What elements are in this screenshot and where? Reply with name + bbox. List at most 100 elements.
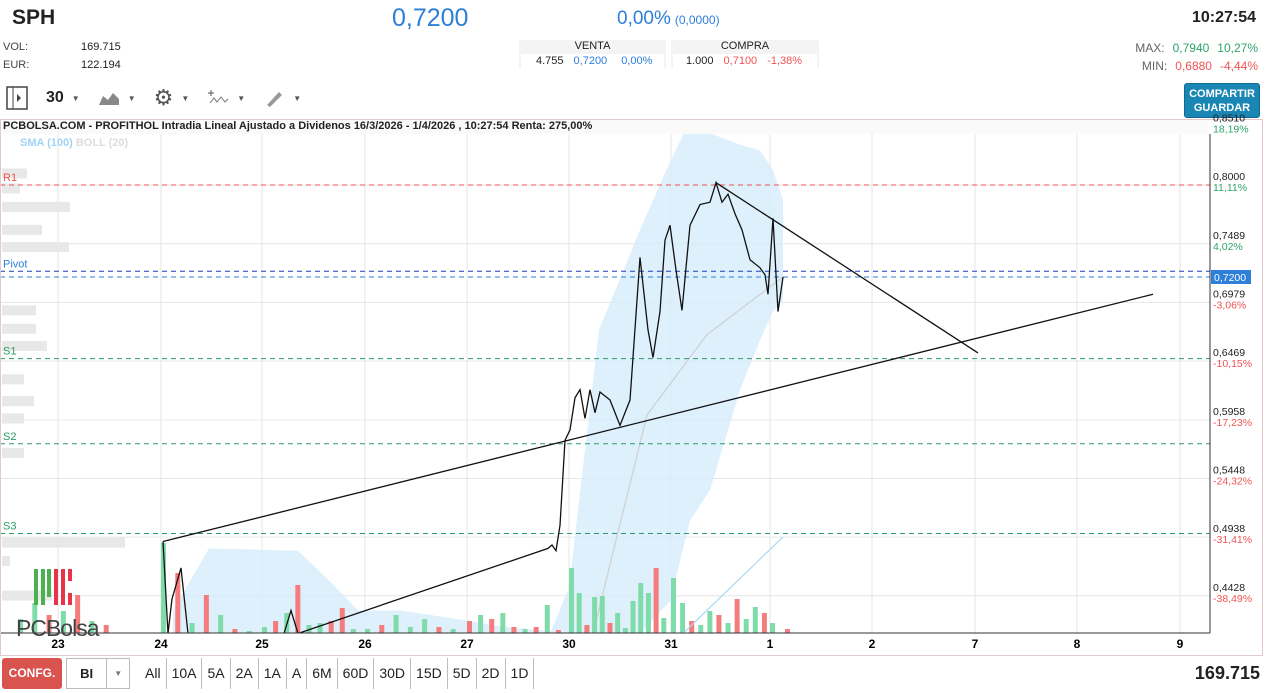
panel-toggle-icon [6, 86, 28, 110]
range-button-1d[interactable]: 1D [506, 658, 535, 689]
y-tick-pct: -3,06% [1213, 299, 1246, 311]
volume-profile-bar [2, 590, 52, 601]
chart-title: PCBOLSA.COM - PROFITHOL Intradia Lineal … [3, 120, 1208, 134]
config-button[interactable]: CONFG. [2, 658, 62, 689]
volume-bar [350, 629, 356, 633]
volume-bar [218, 615, 224, 633]
volume-bar [592, 597, 598, 633]
volume-bar [522, 629, 528, 633]
volume-bar [698, 625, 704, 633]
chart-frame [0, 119, 1263, 656]
interval-select[interactable]: 30 ▼ [46, 89, 80, 107]
max-pct: 10,27% [1217, 41, 1258, 55]
volume-profile-bar [2, 201, 70, 212]
range-button-10a[interactable]: 10A [167, 658, 203, 689]
trendline-1 [162, 293, 1154, 543]
change-abs: (0,0000) [674, 13, 720, 27]
volume-profile-bar [2, 447, 24, 458]
eur-stat: EUR: 122.194 [3, 59, 123, 71]
volume-bar [189, 623, 195, 633]
volume-profile-bar [2, 183, 20, 194]
volume-bar [752, 607, 758, 633]
sma-line [592, 276, 784, 633]
y-tick-label: 0,8510 [1213, 112, 1245, 124]
x-tick-label: 30 [562, 637, 576, 651]
volume-bar [555, 630, 561, 633]
range-button-2a[interactable]: 2A [231, 658, 259, 689]
area-chart-icon [98, 93, 119, 105]
buy-price: 0,7100 [723, 55, 758, 67]
legend-boll[interactable]: BOLL (20) [75, 137, 129, 149]
share-label: COMPARTIR [1189, 88, 1255, 100]
range-button-15d[interactable]: 15D [411, 658, 448, 689]
settings-select[interactable]: ⚙ ▼ [154, 85, 190, 111]
range-button-6m[interactable]: 6M [307, 658, 338, 689]
range-button-all[interactable]: All [140, 658, 167, 689]
range-button-1a[interactable]: 1A [259, 658, 287, 689]
volume-bar [436, 627, 442, 633]
pivot-label-s2: S2 [3, 431, 16, 443]
volume-bar [379, 625, 385, 633]
volume-bar [328, 621, 334, 633]
volume-bar [467, 621, 472, 633]
volume-bar [638, 583, 644, 633]
sell-qty: 4.755 [536, 55, 564, 67]
chevron-down-icon: ▼ [237, 93, 246, 103]
range-button-a[interactable]: A [287, 658, 308, 689]
volume-profile-bar [2, 537, 125, 548]
min-stat: MIN: 0,6880 -4,44% [1134, 59, 1258, 73]
volume-profile-bar [2, 396, 34, 407]
volume-bar [584, 625, 590, 633]
range-button-60d[interactable]: 60D [338, 658, 375, 689]
volume-bar [317, 623, 323, 633]
mode-select[interactable]: BI ▼ [66, 658, 130, 689]
range-button-30d[interactable]: 30D [374, 658, 412, 689]
interval-value: 30 [46, 89, 64, 106]
volume-bar [734, 599, 740, 633]
pivot-label-s3: S3 [3, 520, 16, 532]
volume-bar [478, 615, 484, 633]
y-tick-label: 0,5958 [1213, 406, 1245, 418]
x-tick-label: 25 [255, 637, 269, 651]
volume-bar [689, 621, 695, 633]
y-tick-pct: -10,15% [1213, 358, 1252, 370]
gear-icon: ⚙ [153, 85, 174, 110]
x-tick-label: 26 [358, 637, 372, 651]
x-tick-label: 31 [664, 637, 678, 651]
y-tick-label: 0,6469 [1213, 347, 1245, 359]
current-price-tag-label: 0,7200 [1214, 272, 1246, 284]
y-tick-label: 0,6979 [1213, 288, 1245, 300]
volume-bar [246, 631, 252, 633]
volume-bar [46, 615, 52, 633]
volume-bar [365, 629, 370, 633]
x-tick-label: 1 [767, 637, 774, 651]
range-button-2d[interactable]: 2D [477, 658, 506, 689]
volume-bar [743, 619, 749, 633]
pencil-icon [267, 92, 283, 107]
toggle-panel-button[interactable] [6, 86, 28, 110]
volume-bar [306, 625, 312, 633]
volume-profile-bar [2, 556, 10, 567]
range-button-5d[interactable]: 5D [448, 658, 477, 689]
pivot-label-pivot: Pivot [3, 258, 27, 270]
range-button-5a[interactable]: 5A [202, 658, 231, 689]
volume-bar [511, 627, 517, 633]
volume-profile-bar [2, 168, 27, 179]
mode-value: BI [67, 659, 108, 688]
indicators-select[interactable]: ▼ [207, 89, 245, 107]
x-tick-label: 9 [1177, 637, 1184, 651]
sell-price: 0,7200 [573, 55, 608, 67]
min-value: 0,6880 [1175, 59, 1212, 73]
toolbar: 30 ▼ ▼ ⚙ ▼ ▼ ▼ [6, 85, 319, 111]
volume-sma-line [682, 536, 784, 633]
change: 0,00% (0,0000) [617, 8, 720, 30]
drawing-tools-select[interactable]: ▼ [263, 89, 301, 107]
legend-sma[interactable]: SMA (100) [20, 137, 73, 149]
volume-bar [630, 601, 636, 633]
buy-box: COMPRA 1.000 0,7100 -1,38% [671, 40, 819, 68]
volume-bar [89, 621, 95, 633]
chart-type-select[interactable]: ▼ [98, 90, 136, 106]
indicators-icon [208, 90, 229, 104]
share-save-button[interactable]: COMPARTIR GUARDAR [1184, 83, 1260, 118]
